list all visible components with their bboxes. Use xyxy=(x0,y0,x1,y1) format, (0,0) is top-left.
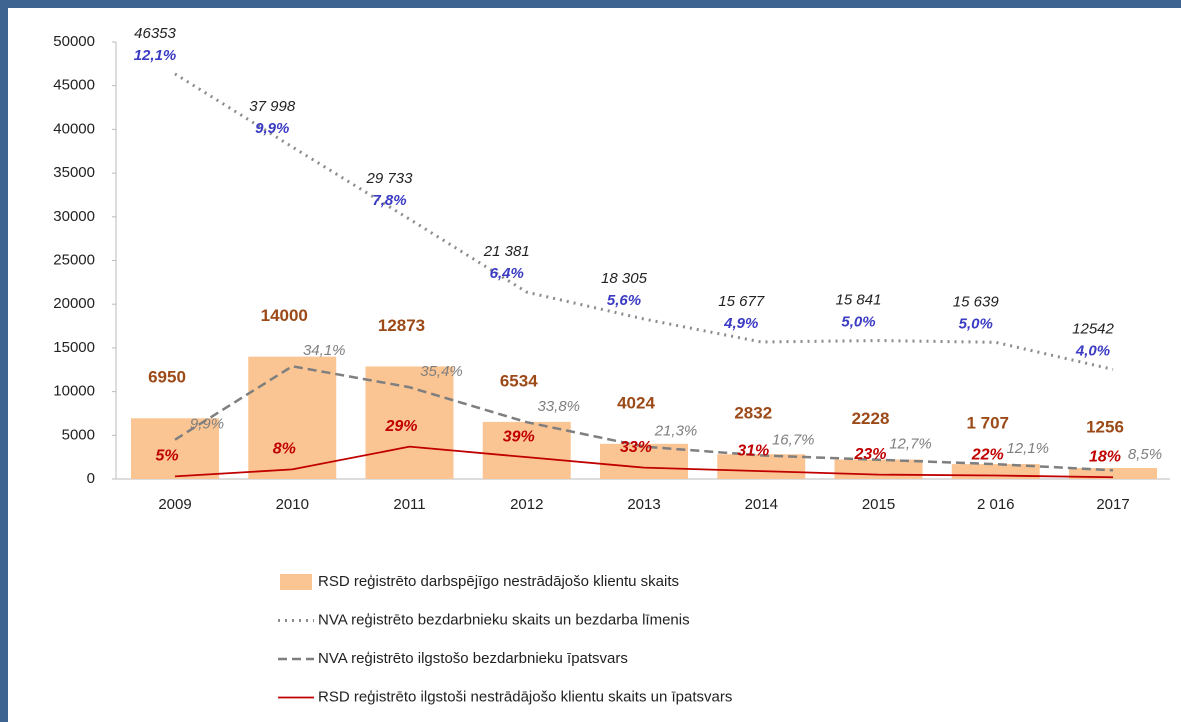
rate-label: 12,7% xyxy=(889,436,932,453)
bar xyxy=(482,421,571,479)
value-label: 15 841 xyxy=(836,292,882,309)
bar xyxy=(717,454,806,479)
rate-label: 12,1% xyxy=(1006,440,1049,457)
y-tick-label: 35000 xyxy=(53,164,95,181)
rate-label: 21,3% xyxy=(654,423,698,440)
rate-label: 23% xyxy=(853,446,886,463)
rate-label: 22% xyxy=(971,447,1004,464)
rate-label: 5% xyxy=(155,448,178,465)
rate-label: 9,9% xyxy=(255,120,289,137)
line-dashed xyxy=(174,364,1114,472)
bar-label: 4024 xyxy=(617,393,655,412)
x-tick-label: 2013 xyxy=(627,496,660,513)
legend-label: RSD reģistrēto darbspējīgo nestrādājošo … xyxy=(318,573,679,590)
bar xyxy=(248,356,337,479)
bar-label: 6950 xyxy=(148,368,186,387)
legend-label: NVA reģistrēto bezdarbnieku skaits un be… xyxy=(318,611,690,628)
legend-label: RSD reģistrēto ilgstoši nestrādājošo kli… xyxy=(318,688,732,705)
bar-label: 6534 xyxy=(500,371,538,390)
x-tick-label: 2012 xyxy=(510,496,543,513)
rate-label: 39% xyxy=(503,428,535,445)
rate-label: 8,5% xyxy=(1128,446,1162,463)
rate-label: 33% xyxy=(620,439,652,456)
bar xyxy=(131,418,219,479)
value-label: 12542 xyxy=(1072,320,1114,337)
bar-label: 2228 xyxy=(852,409,890,428)
rate-label: 4,9% xyxy=(723,315,758,332)
x-tick-label: 2017 xyxy=(1096,496,1129,513)
x-tick-label: 2015 xyxy=(862,496,895,513)
y-tick-label: 25000 xyxy=(53,251,95,268)
value-label: 18 305 xyxy=(601,270,648,287)
bar-label: 14000 xyxy=(261,306,308,325)
y-tick-label: 40000 xyxy=(53,120,95,137)
x-tick-label: 2 016 xyxy=(977,496,1015,513)
rate-label: 9,9% xyxy=(190,416,224,433)
bar-label: 12873 xyxy=(378,316,425,335)
bar xyxy=(1069,468,1157,479)
rate-label: 16,7% xyxy=(772,431,815,448)
rate-label: 33,8% xyxy=(537,398,580,415)
x-tick-label: 2014 xyxy=(745,496,778,513)
frame-left xyxy=(0,0,8,722)
bar-label: 1 707 xyxy=(966,414,1009,433)
value-label: 15 639 xyxy=(953,293,1000,310)
frame-top xyxy=(0,0,1181,8)
y-tick-label: 10000 xyxy=(53,383,95,400)
x-tick-label: 2011 xyxy=(393,496,425,513)
value-label: 46353 xyxy=(134,25,176,42)
rate-label: 12,1% xyxy=(134,47,177,64)
rate-label: 31% xyxy=(737,442,769,459)
bar xyxy=(600,443,688,479)
rate-label: 8% xyxy=(273,441,296,458)
y-tick-label: 45000 xyxy=(53,77,95,94)
rate-label: 6,4% xyxy=(490,265,524,282)
y-tick-label: 5000 xyxy=(62,426,95,443)
y-tick-label: 50000 xyxy=(53,33,95,50)
rate-label: 34,1% xyxy=(303,342,346,359)
value-label: 37 998 xyxy=(249,98,296,115)
rate-label: 29% xyxy=(384,418,417,435)
value-label: 21 381 xyxy=(483,243,530,260)
bar-label: 1256 xyxy=(1086,418,1124,437)
value-label: 15 677 xyxy=(718,293,765,310)
rate-label: 4,0% xyxy=(1075,342,1110,359)
legend-swatch xyxy=(280,574,312,590)
line-solid xyxy=(174,445,1114,479)
rate-label: 5,6% xyxy=(607,292,641,309)
y-tick-label: 30000 xyxy=(53,208,95,225)
bar-label: 2832 xyxy=(734,404,772,423)
legend-label: NVA reģistrēto ilgstošo bezdarbnieku īpa… xyxy=(318,650,628,667)
bar xyxy=(365,366,454,479)
x-tick-label: 2009 xyxy=(158,496,191,513)
rate-label: 7,8% xyxy=(372,192,406,209)
y-tick-label: 15000 xyxy=(53,339,95,356)
y-tick-label: 20000 xyxy=(53,295,95,312)
x-tick-label: 2010 xyxy=(276,496,309,513)
rate-label: 18% xyxy=(1089,448,1121,465)
rate-label: 5,0% xyxy=(959,315,993,332)
value-label: 29 733 xyxy=(366,170,414,187)
rate-label: 35,4% xyxy=(420,363,463,380)
y-tick-label: 0 xyxy=(87,470,95,487)
rate-label: 5,0% xyxy=(841,314,875,331)
